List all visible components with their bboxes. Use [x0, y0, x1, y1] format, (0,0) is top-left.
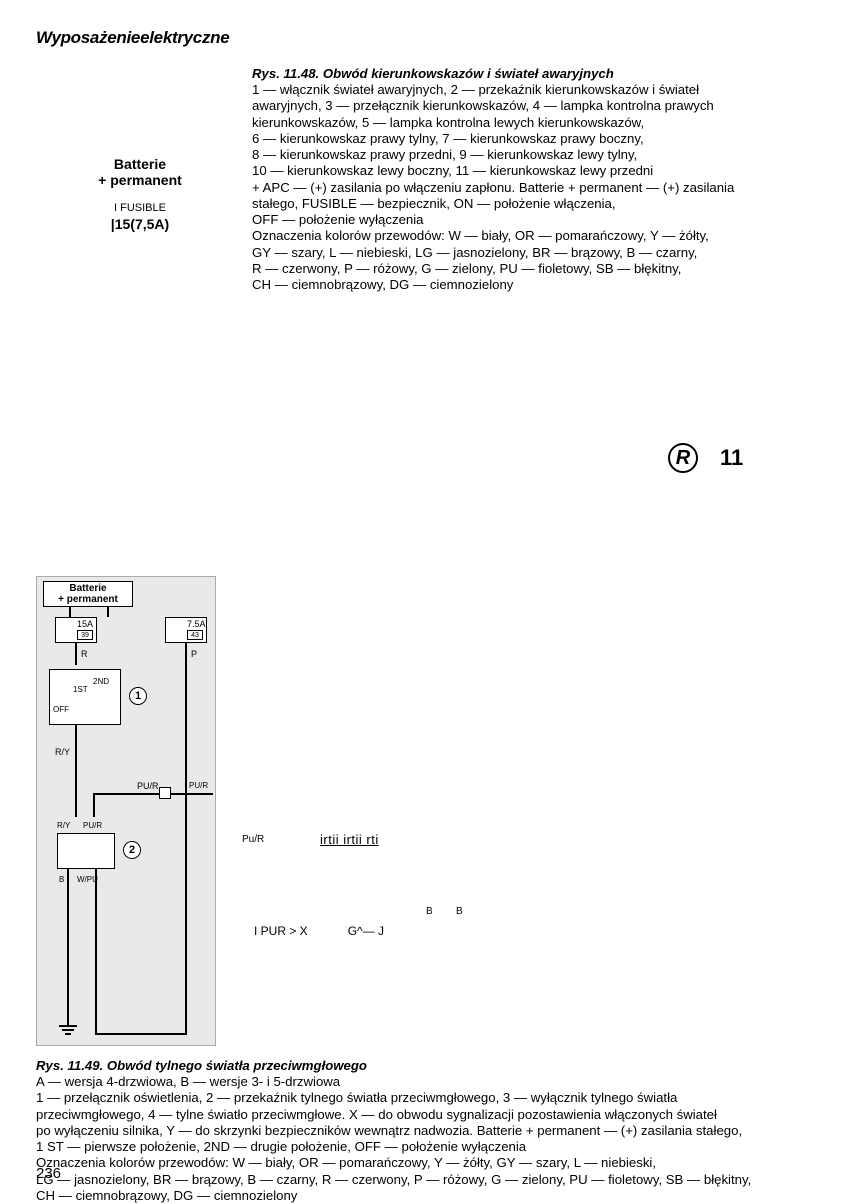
fig49-line: LG — jasnozielony, BR — brązowy, B — cza… — [36, 1172, 808, 1188]
scatter-pur: Pu/R — [242, 834, 264, 845]
chapter-number: 11 — [720, 445, 743, 471]
relay-2-box — [57, 833, 115, 869]
battery-label-2: + permanent — [36, 172, 244, 188]
section-title: Wyposażenieelektryczne — [36, 28, 808, 48]
wire — [95, 869, 97, 1033]
wire — [75, 755, 77, 817]
connector — [159, 787, 171, 799]
wire — [67, 869, 69, 1025]
switch-2nd: 2ND — [93, 677, 109, 686]
fig49-text: Rys. 11.49. Obwód tylnego światła przeci… — [36, 1058, 808, 1204]
ground — [62, 1029, 74, 1031]
callout-1: 1 — [129, 687, 147, 705]
fig49-title: Rys. 11.49. Obwód tylnego światła przeci… — [36, 1058, 808, 1074]
wiring-diagram: Batterie+ permanent 15A 39 7.5A 43 R P 1… — [36, 576, 216, 1046]
wire — [75, 643, 77, 665]
r-circle-icon: R — [668, 443, 698, 473]
battery-label-1: Batterie — [36, 156, 244, 172]
fig49-line: 1 ST — pierwsze położenie, 2ND — drugie … — [36, 1139, 808, 1155]
fig48-line: 10 — kierunkowskaz lewy boczny, 11 — kie… — [252, 163, 808, 179]
fig48-line: 1 — włącznik świateł awaryjnych, 2 — prz… — [252, 82, 808, 98]
fig48-title: Rys. 11.48. Obwód kierunkowskazów i świa… — [252, 66, 808, 82]
fig49-line: 1 — przełącznik oświetlenia, 2 — przekaź… — [36, 1090, 808, 1106]
wire-pur-out: PU/R — [189, 781, 208, 790]
fig49-line: A — wersja 4-drzwiowa, B — wersje 3- i 5… — [36, 1074, 808, 1090]
wire-r: R — [81, 649, 88, 659]
wire — [93, 793, 213, 795]
fuse-39: 39 — [77, 630, 93, 640]
fig48-line: stałego, FUSIBLE — bezpiecznik, ON — poł… — [252, 196, 808, 212]
fig48-line: OFF — położenie wyłączenia — [252, 212, 808, 228]
fig49-line: Oznaczenia kolorów przewodów: W — biały,… — [36, 1155, 808, 1171]
page-badge: R 11 — [668, 443, 743, 473]
scatter-irti: irtii irtii rti — [320, 832, 379, 847]
switch-off: OFF — [53, 705, 69, 714]
switch-1-box — [49, 669, 121, 725]
wire — [95, 1033, 187, 1035]
fig49-line: CH — ciemnobrązowy, DG — ciemnozielony — [36, 1188, 808, 1204]
fig48-line: CH — ciemnobrązowy, DG — ciemnozielony — [252, 277, 808, 293]
fig49-line: po wyłączeniu silnika, Y — do skrzynki b… — [36, 1123, 808, 1139]
page-number: 236 — [36, 1165, 61, 1182]
ground — [59, 1025, 77, 1027]
fig49-line: przeciwmgłowego, 4 — tylne światło przec… — [36, 1107, 808, 1123]
fig48-line: 6 — kierunkowskaz prawy tylny, 7 — kieru… — [252, 131, 808, 147]
fig48-line: GY — szary, L — niebieski, LG — jasnozie… — [252, 245, 808, 261]
scatter-b1: B — [426, 906, 433, 917]
fuse-43: 43 — [187, 630, 203, 640]
wire — [93, 793, 95, 817]
fig48-text: Rys. 11.48. Obwód kierunkowskazów i świa… — [252, 66, 808, 293]
switch-1st: 1ST — [73, 685, 88, 694]
left-column: Batterie + permanent I FUSIBLE |15(7,5A) — [36, 66, 244, 232]
diagram-area: Batterie+ permanent 15A 39 7.5A 43 R P 1… — [36, 576, 806, 1052]
wire — [107, 607, 109, 617]
top-row: Batterie + permanent I FUSIBLE |15(7,5A)… — [36, 66, 808, 293]
scatter-line: I PUR > X G^— J — [254, 924, 384, 938]
diagram-header-box: Batterie+ permanent — [43, 581, 133, 607]
wire-wpu: W/PU — [77, 875, 98, 884]
fig48-line: + APC — (+) zasilania po włączeniu zapło… — [252, 180, 808, 196]
fig48-line: 8 — kierunkowskaz prawy przedni, 9 — kie… — [252, 147, 808, 163]
wire-ry: R/Y — [55, 747, 70, 757]
wire — [75, 725, 77, 755]
wire-p: P — [191, 649, 197, 659]
callout-2: 2 — [123, 841, 141, 859]
fig48-line: Oznaczenia kolorów przewodów: W — biały,… — [252, 228, 808, 244]
scatter-b2: B — [456, 906, 463, 917]
wire — [185, 643, 187, 1033]
wire-pur2: PU/R — [83, 821, 102, 830]
wire-ry2: R/Y — [57, 821, 70, 830]
fuse-15a-label: 15A — [77, 619, 93, 629]
fig48-line: kierunkowskazów, 5 — lampka kontrolna le… — [252, 115, 808, 131]
fusible-label-bold: |15(7,5A) — [36, 216, 244, 232]
wire-b: B — [59, 875, 64, 884]
fig48-line: awaryjnych, 3 — przełącznik kierunkowska… — [252, 98, 808, 114]
fusible-label-small: I FUSIBLE — [36, 202, 244, 214]
wire — [69, 607, 71, 617]
ground — [65, 1033, 71, 1035]
fuse-75a-label: 7.5A — [187, 619, 206, 629]
fig48-line: R — czerwony, P — różowy, G — zielony, P… — [252, 261, 808, 277]
wire-pur: PU/R — [137, 781, 159, 791]
